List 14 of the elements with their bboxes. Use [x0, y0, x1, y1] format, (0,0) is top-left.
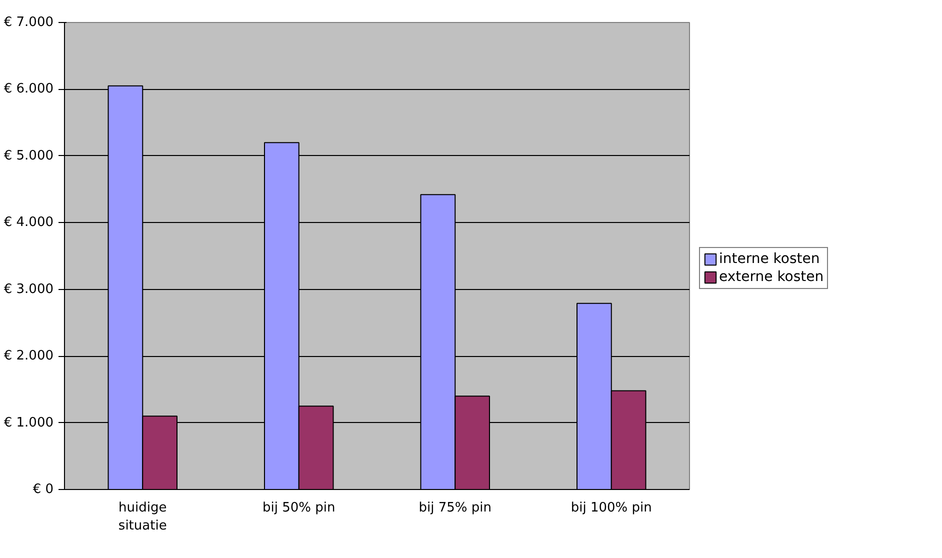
y-tick-label: € 7.000: [4, 15, 54, 30]
x-tick-label: huidige situatie: [118, 500, 167, 534]
legend-label: externe kosten: [719, 269, 824, 285]
x-tick-label: bij 100% pin: [570, 500, 652, 516]
y-tick-label: € 6.000: [4, 82, 54, 97]
y-tick-label: € 1.000: [4, 415, 54, 430]
legend-label: interne kosten: [719, 251, 820, 267]
y-tick-label: € 3.000: [4, 282, 54, 297]
y-tick-label: € 2.000: [4, 348, 54, 364]
y-tick-label: € 5.000: [4, 148, 54, 164]
y-tick-label: € 4.000: [4, 215, 54, 230]
x-tick-label: bij 75% pin: [418, 500, 492, 516]
x-tick-label: bij 50% pin: [262, 500, 336, 516]
y-tick-label: € 0: [32, 482, 54, 497]
